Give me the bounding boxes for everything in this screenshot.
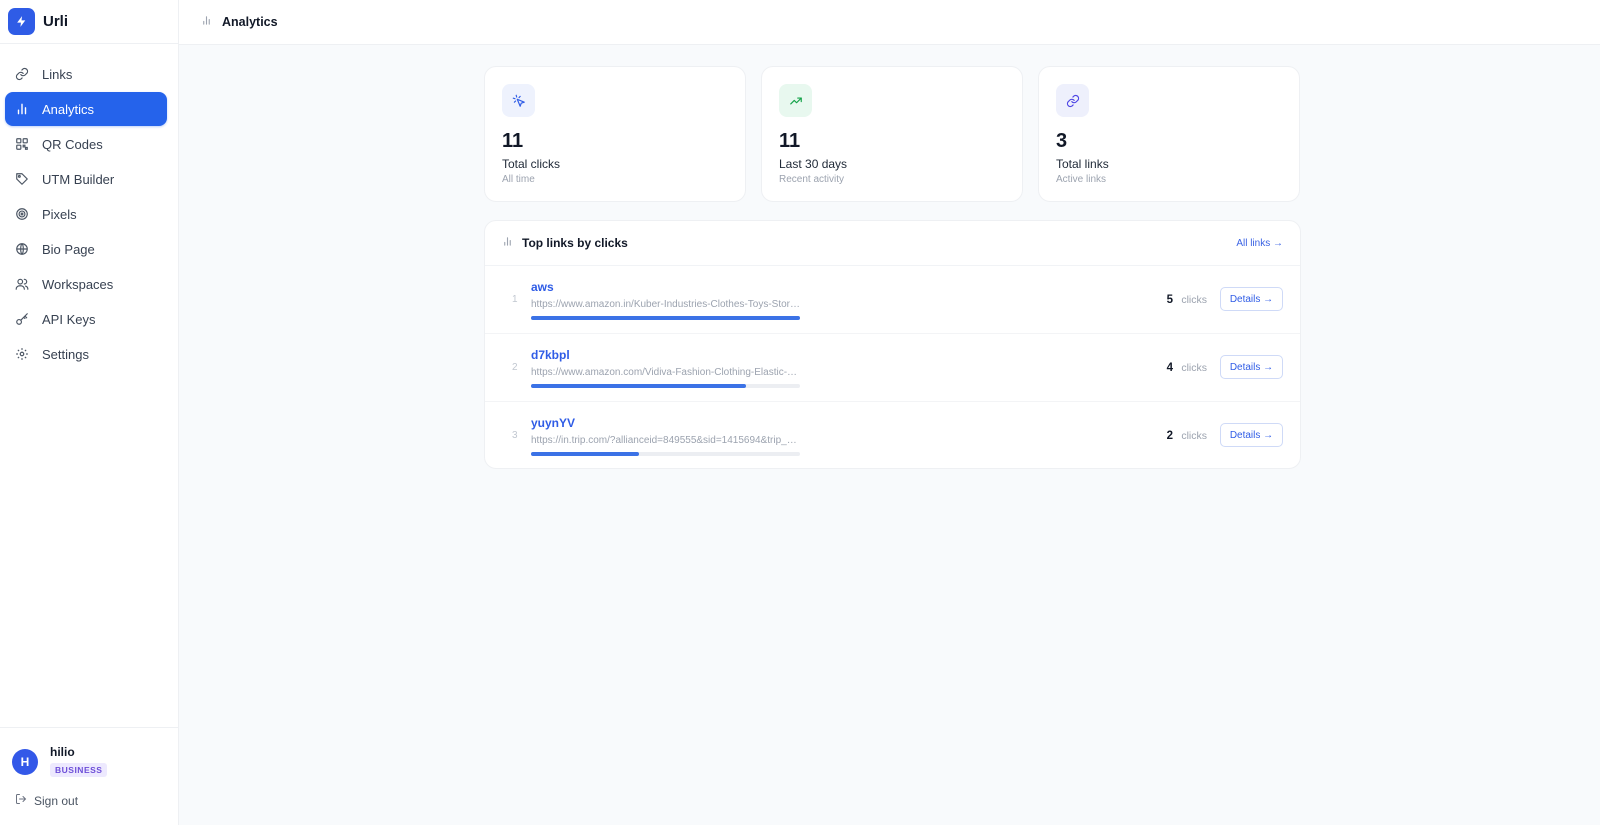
click-share-fill: [531, 452, 639, 456]
clicks-unit: clicks: [1181, 430, 1207, 442]
all-links-link[interactable]: All links →: [1236, 237, 1283, 249]
target-icon: [15, 207, 29, 221]
sidebar-item-label: Pixels: [42, 206, 77, 222]
globe-icon: [15, 242, 29, 256]
bar-chart-icon: [502, 234, 522, 252]
plan-badge: BUSINESS: [50, 763, 108, 777]
stat-label: Total clicks: [502, 157, 561, 171]
sidebar-item-label: Bio Page: [42, 241, 95, 257]
clicks-unit: clicks: [1181, 362, 1207, 374]
click-share-fill: [531, 384, 747, 388]
top-links-header: Top links by clicks All links →: [485, 221, 1300, 266]
user-name: hilio: [50, 745, 75, 759]
row-rank: 2: [512, 362, 518, 373]
stat-card-total-clicks: 11 Total clicks All time: [484, 66, 746, 202]
table-row: 3 yuynYV https://in.trip.com/?allianceid…: [485, 402, 1300, 470]
sidebar-item-analytics[interactable]: Analytics: [5, 92, 167, 126]
click-share-bar: [531, 384, 800, 388]
sidebar-item-label: QR Codes: [42, 136, 103, 152]
click-count: 4: [1166, 362, 1173, 374]
table-row: 2 d7kbpl https://www.amazon.com/Vidiva-F…: [485, 334, 1300, 402]
stat-label: Total links: [1056, 157, 1109, 171]
trending-up-icon: [779, 84, 812, 117]
sidebar-item-workspaces[interactable]: Workspaces: [5, 267, 167, 301]
top-bar: Analytics: [179, 0, 1600, 45]
link-destination: https://www.amazon.com/Vidiva-Fashion-Cl…: [531, 367, 801, 378]
sidebar-item-label: API Keys: [42, 311, 96, 327]
stat-sub: Recent activity: [779, 174, 845, 185]
link-icon: [1056, 84, 1089, 117]
sidebar-item-pixels[interactable]: Pixels: [5, 197, 167, 231]
cursor-click-icon: [502, 84, 535, 117]
stat-card-total-links: 3 Total links Active links: [1038, 66, 1300, 202]
brand[interactable]: Urli: [0, 0, 178, 44]
click-share-bar: [531, 316, 800, 320]
row-rank: 1: [512, 294, 518, 305]
stat-label: Last 30 days: [779, 157, 848, 171]
top-links-title: Top links by clicks: [522, 236, 628, 250]
sign-out-button[interactable]: Sign out: [0, 778, 179, 808]
bolt-icon: [8, 8, 35, 35]
click-share-fill: [531, 316, 800, 320]
details-button[interactable]: Details →: [1220, 287, 1283, 311]
avatar: H: [12, 748, 38, 775]
stat-card-last-30-days: 11 Last 30 days Recent activity: [761, 66, 1023, 202]
link-destination: https://in.trip.com/?allianceid=849555&s…: [531, 435, 801, 446]
page-title: Analytics: [222, 15, 278, 29]
tag-icon: [15, 172, 29, 186]
sidebar-item-label: Workspaces: [42, 276, 114, 292]
gear-icon: [15, 347, 29, 361]
details-button[interactable]: Details →: [1220, 355, 1283, 379]
bar-chart-icon: [201, 13, 212, 31]
sidebar-item-label: Settings: [42, 346, 89, 362]
sidebar-item-label: Links: [42, 66, 73, 82]
details-button[interactable]: Details →: [1220, 423, 1283, 447]
sign-out-icon: [15, 793, 27, 808]
top-links-card: Top links by clicks All links → 1 aws ht…: [484, 220, 1301, 469]
sidebar-item-label: UTM Builder: [42, 171, 115, 187]
click-count: 5: [1166, 294, 1173, 306]
bar-chart-icon: [15, 102, 29, 116]
sidebar-item-settings[interactable]: Settings: [5, 337, 167, 371]
click-share-bar: [531, 452, 800, 456]
key-icon: [15, 312, 29, 326]
users-icon: [15, 277, 29, 291]
clicks-unit: clicks: [1181, 294, 1207, 306]
link-slug[interactable]: yuynYV: [531, 416, 576, 430]
link-icon: [15, 67, 29, 81]
sidebar-item-links[interactable]: Links: [5, 57, 167, 91]
link-slug[interactable]: aws: [531, 280, 554, 294]
table-row: 1 aws https://www.amazon.in/Kuber-Indust…: [485, 266, 1300, 334]
sidebar-item-api-keys[interactable]: API Keys: [5, 302, 167, 336]
stat-sub: All time: [502, 174, 535, 185]
sidebar-item-qr-codes[interactable]: QR Codes: [5, 127, 167, 161]
link-destination: https://www.amazon.in/Kuber-Industries-C…: [531, 299, 801, 310]
sidebar-item-label: Analytics: [42, 101, 95, 117]
click-count: 2: [1166, 430, 1173, 442]
stat-value: 3: [1056, 130, 1068, 152]
sidebar: Urli Links Analytics QR Codes UTM Builde…: [0, 0, 179, 825]
stat-value: 11: [502, 130, 524, 152]
sidebar-item-utm-builder[interactable]: UTM Builder: [5, 162, 167, 196]
app-name: Urli: [43, 13, 69, 30]
link-slug[interactable]: d7kbpl: [531, 348, 570, 362]
sidebar-footer: H hilio BUSINESS Sign out: [0, 727, 179, 825]
sign-out-label: Sign out: [34, 793, 79, 808]
sidebar-nav: Links Analytics QR Codes UTM Builder Pix…: [0, 44, 178, 371]
stat-sub: Active links: [1056, 174, 1107, 185]
user-profile[interactable]: H hilio BUSINESS: [0, 728, 179, 778]
stat-value: 11: [779, 130, 801, 152]
sidebar-item-bio-page[interactable]: Bio Page: [5, 232, 167, 266]
row-rank: 3: [512, 430, 518, 441]
qr-code-icon: [15, 137, 29, 151]
